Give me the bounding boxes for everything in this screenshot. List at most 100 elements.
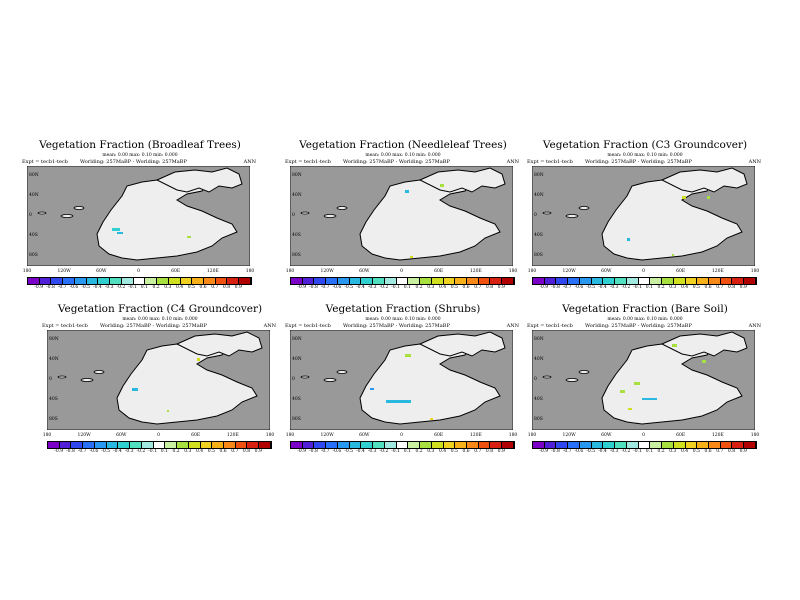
colorbar-swatch [373, 442, 385, 448]
colorbar-tick-label: 0.1 [403, 285, 411, 290]
lon-label: 180 [42, 433, 52, 438]
lon-label: 0 [642, 433, 645, 438]
panel-season: ANN [243, 159, 256, 165]
colorbar-tick-label: -0.4 [598, 285, 607, 290]
colorbar-swatch [168, 278, 181, 284]
lat-label: 80S [29, 252, 38, 258]
lon-label: 60W [96, 269, 107, 274]
lat-label: 40N [49, 356, 59, 362]
panel-title: Vegetation Fraction (C3 Groundcover) [542, 139, 748, 151]
colorbar-swatch [685, 442, 698, 448]
colorbar-tick-label: 0.8 [485, 449, 494, 454]
vegetation-patch [410, 256, 413, 258]
colorbar-swatch [556, 278, 569, 284]
colorbar-swatch [291, 442, 303, 448]
lat-label: 80N [534, 172, 544, 178]
colorbar-swatch [157, 278, 169, 284]
colorbar-tick-label: -0.8 [309, 285, 318, 290]
vegetation-patch [405, 354, 411, 357]
lon-label: 120W [562, 269, 576, 274]
colorbar-tick-label: 0.7 [474, 285, 482, 290]
colorbar-tick-label: 0.3 [669, 285, 677, 290]
colorbar-tick-label: 0.2 [152, 285, 160, 290]
colorbar-tick-label: 0.2 [415, 285, 423, 290]
panel-season: ANN [506, 159, 519, 165]
colorbar-tick-label: 0.1 [140, 285, 148, 290]
vegetation-patch [370, 388, 374, 390]
colorbar-swatch [443, 278, 456, 284]
colorbar-swatch [396, 278, 409, 284]
lon-label: 120E [469, 269, 482, 274]
colorbar-tick-label: -0.9 [539, 449, 549, 454]
colorbar-tick-label: -0.2 [621, 285, 631, 290]
colorbar-swatch [59, 442, 72, 448]
vegetation-patch [642, 398, 657, 400]
colorbar-tick-label: 0.2 [415, 449, 423, 454]
island [57, 375, 67, 379]
lat-label: 80S [534, 416, 543, 422]
lat-label: 80S [49, 416, 58, 422]
lat-label: 0 [292, 376, 295, 382]
colorbar-tick-label: -0.7 [320, 285, 330, 290]
colorbar-swatch [361, 278, 374, 284]
colorbar-tick-label: -0.6 [69, 285, 79, 290]
colorbar-swatch [603, 278, 616, 284]
lat-label: 80N [534, 336, 544, 342]
lon-axis: 180 120W 60W 0 60E 120E 180 [40, 433, 280, 441]
lon-label: 180 [265, 433, 275, 438]
vegetation-patch [627, 238, 630, 241]
colorbar-swatch [51, 278, 64, 284]
colorbar-swatch [490, 278, 503, 284]
colorbar-swatch [396, 442, 409, 448]
continent-north [660, 167, 748, 193]
lon-label: 0 [642, 269, 645, 274]
lat-label: 0 [292, 212, 295, 218]
colorbar-tick-label: 0.1 [645, 285, 653, 290]
colorbar-tick-label: 0.2 [172, 449, 180, 454]
lat-label: 40N [534, 356, 544, 362]
lat-label: 80N [292, 172, 302, 178]
map-svg: 80N 40N 0 40S 80S [531, 329, 756, 431]
panel-expt: Expt = tecb1-tecb [527, 159, 573, 165]
colorbar-labels: -0.9 -0.8 -0.7 -0.6 -0.5 -0.4 -0.3 -0.2 -0.1 0.1 0… [532, 285, 755, 292]
colorbar-swatch [361, 442, 374, 448]
lat-label: 0 [534, 212, 537, 218]
colorbar-tick-label: 0.5 [450, 449, 458, 454]
colorbar-swatch [106, 442, 119, 448]
colorbar-tick-label: -0.2 [379, 449, 389, 454]
map: 80N 40N 0 40S 80S [26, 165, 251, 267]
colorbar-swatch [349, 278, 362, 284]
colorbar-tick-label: -0.9 [297, 449, 307, 454]
colorbar-swatch [544, 442, 557, 448]
colorbar-swatch [337, 442, 350, 448]
colorbar-tick-label: -0.1 [633, 285, 642, 290]
colorbar-tick-label: 0.5 [187, 285, 195, 290]
colorbar-tick-label: 0.4 [680, 285, 689, 290]
colorbar-tick-label: -0.8 [46, 285, 55, 290]
lon-label: 180 [750, 433, 760, 438]
colorbar-swatch [697, 442, 710, 448]
panel-season: ANN [748, 323, 761, 329]
colorbar-tick-label: 0.6 [704, 285, 712, 290]
lon-axis: 180 120W 60W 0 60E 120E 180 [20, 269, 260, 277]
island [300, 375, 310, 379]
panel-expt: Expt = tecb1-tecb [527, 323, 573, 329]
panel-expt: Expt = tecb1-tecb [285, 159, 331, 165]
colorbar-swatch [188, 442, 201, 448]
colorbar-labels: -0.9 -0.8 -0.7 -0.6 -0.5 -0.4 -0.3 -0.2 -0.1 0.1 0… [532, 449, 755, 456]
colorbar-tick-label: -0.5 [586, 449, 596, 454]
lon-label: 60E [434, 433, 444, 438]
colorbar-tick-label: -0.1 [128, 285, 137, 290]
colorbar-tick-label: -0.7 [320, 449, 330, 454]
colorbar-tick-label: -0.3 [367, 449, 377, 454]
map-svg: 80N 40N 0 40S 80S [46, 329, 271, 431]
colorbar-tick-label: -0.3 [104, 285, 114, 290]
island [542, 211, 552, 215]
colorbar-swatch [74, 278, 87, 284]
colorbar-swatch [247, 442, 260, 448]
panel-stats: mean: 0.00 max: 0.10 min: 0.000 [102, 153, 178, 158]
map-svg: 80N 40N 0 40S 80S [289, 329, 514, 431]
lat-label: 0 [49, 376, 52, 382]
lon-label: 0 [400, 433, 403, 438]
lon-label: 180 [285, 433, 295, 438]
